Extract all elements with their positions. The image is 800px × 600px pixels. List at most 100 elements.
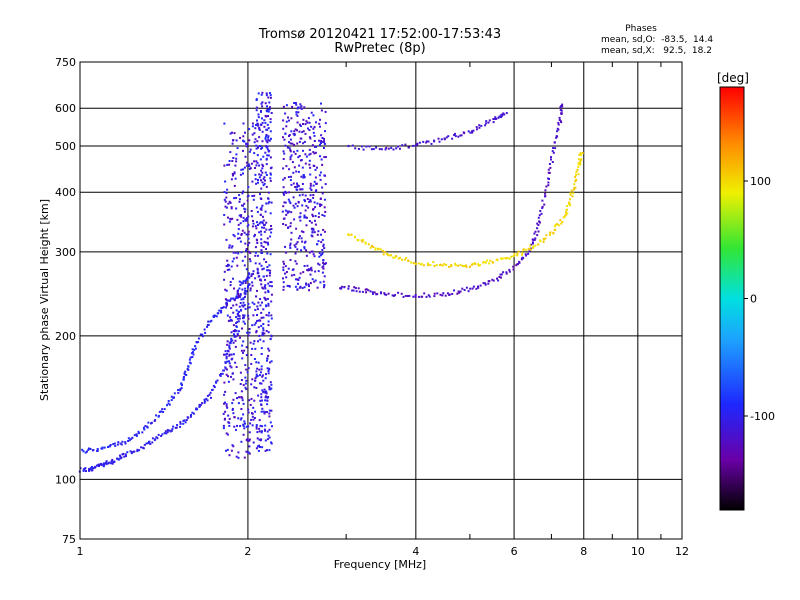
F2-O-trace-point bbox=[412, 295, 415, 298]
spread-point bbox=[317, 230, 320, 233]
spread-point bbox=[254, 308, 257, 311]
spread-point bbox=[294, 186, 297, 188]
spread-point bbox=[228, 220, 231, 223]
F2-O-trace-point bbox=[421, 295, 424, 298]
spread-point bbox=[251, 324, 254, 327]
F2-O-trace-point bbox=[423, 292, 426, 295]
spread-point bbox=[296, 142, 299, 145]
multi-hop-trace-point bbox=[485, 122, 488, 125]
F2-X-trace-point bbox=[545, 234, 548, 237]
F2-X-trace-point bbox=[522, 248, 525, 251]
spread-point bbox=[267, 434, 270, 437]
spread-point bbox=[261, 389, 264, 392]
F2-O-trace-point bbox=[558, 119, 561, 121]
spread-point bbox=[269, 94, 272, 97]
spread-point bbox=[319, 205, 322, 208]
spread-point bbox=[236, 333, 239, 336]
spread-point bbox=[265, 133, 268, 136]
spread-point bbox=[269, 179, 272, 182]
spread-point bbox=[249, 167, 252, 170]
spread-point bbox=[230, 206, 233, 209]
upper-F-trace-point bbox=[220, 309, 223, 312]
multi-hop-trace-point bbox=[437, 137, 440, 140]
spread-point bbox=[323, 143, 326, 145]
spread-point bbox=[311, 278, 314, 281]
upper-F-trace-point bbox=[81, 448, 84, 451]
multi-hop-trace-point bbox=[361, 145, 363, 148]
spread-point bbox=[261, 163, 264, 166]
F2-O-trace-point bbox=[525, 254, 528, 257]
upper-F-trace-point bbox=[167, 402, 170, 405]
F2-O-trace-point bbox=[538, 214, 541, 217]
spread-point bbox=[266, 297, 269, 300]
multi-hop-trace-point bbox=[416, 142, 419, 145]
upper-F-trace-point bbox=[127, 437, 130, 440]
lower-F-trace-point bbox=[96, 464, 98, 467]
spread-point bbox=[265, 330, 268, 332]
F2-O-trace-point bbox=[529, 249, 532, 252]
F2-X-trace-point bbox=[559, 219, 562, 222]
spread-point bbox=[269, 269, 272, 272]
spread-point bbox=[226, 163, 229, 166]
lower-F-trace-point bbox=[182, 419, 185, 422]
upper-F-trace-point bbox=[230, 297, 233, 300]
spread-point bbox=[255, 182, 258, 185]
upper-F-trace-point bbox=[135, 434, 138, 437]
F2-O-trace-point bbox=[433, 295, 436, 298]
F2-O-trace-point bbox=[482, 282, 485, 285]
spread-point bbox=[232, 139, 235, 141]
spread-point bbox=[284, 245, 286, 248]
spread-point bbox=[264, 411, 267, 413]
spread-point bbox=[264, 137, 267, 140]
F2-X-trace-point bbox=[563, 216, 566, 219]
spread-point bbox=[240, 349, 243, 352]
spread-point bbox=[246, 278, 249, 281]
spread-point bbox=[269, 96, 272, 99]
spread-point bbox=[246, 164, 249, 167]
spread-point bbox=[249, 287, 252, 290]
spread-point bbox=[304, 240, 307, 243]
upper-F-trace-point bbox=[141, 431, 144, 434]
spread-point bbox=[257, 361, 260, 364]
spread-point bbox=[244, 219, 247, 222]
spread-point bbox=[264, 396, 267, 399]
upper-F-trace-point bbox=[84, 451, 87, 454]
spread-point bbox=[308, 121, 311, 124]
upper-F-trace-point bbox=[180, 382, 183, 385]
F2-O-trace-point bbox=[544, 189, 547, 192]
upper-F-trace-point bbox=[179, 389, 182, 392]
spread-point bbox=[267, 243, 270, 246]
spread-point bbox=[319, 171, 322, 174]
spread-point bbox=[304, 162, 307, 165]
multi-hop-trace-point bbox=[459, 134, 462, 137]
spread-point bbox=[321, 249, 324, 251]
spread-point bbox=[260, 438, 263, 441]
spread-point bbox=[286, 146, 289, 149]
spread-point bbox=[289, 259, 292, 261]
spread-point bbox=[269, 381, 272, 384]
spread-point bbox=[267, 370, 270, 372]
spread-point bbox=[247, 334, 250, 337]
upper-F-trace-point bbox=[204, 331, 207, 334]
spread-point bbox=[248, 306, 251, 309]
spread-point bbox=[320, 134, 323, 137]
spread-point bbox=[312, 215, 314, 218]
F2-X-trace-point bbox=[374, 247, 377, 250]
y-tick-label: 400 bbox=[55, 186, 76, 199]
lower-F-trace-point bbox=[111, 462, 114, 465]
spread-point bbox=[270, 112, 273, 114]
spread-point bbox=[246, 217, 249, 219]
upper-F-trace-point bbox=[82, 450, 85, 453]
spread-point bbox=[267, 291, 270, 293]
spread-point bbox=[222, 412, 225, 415]
spread-point bbox=[296, 205, 299, 208]
spread-point bbox=[250, 418, 253, 421]
spread-point bbox=[230, 207, 233, 210]
spread-point bbox=[306, 264, 309, 267]
spread-point bbox=[261, 446, 264, 449]
lower-F-trace-point bbox=[172, 425, 175, 428]
multi-hop-trace-point bbox=[445, 136, 448, 139]
spread-point bbox=[313, 140, 316, 142]
spread-point bbox=[249, 148, 252, 151]
spread-point bbox=[269, 172, 272, 175]
